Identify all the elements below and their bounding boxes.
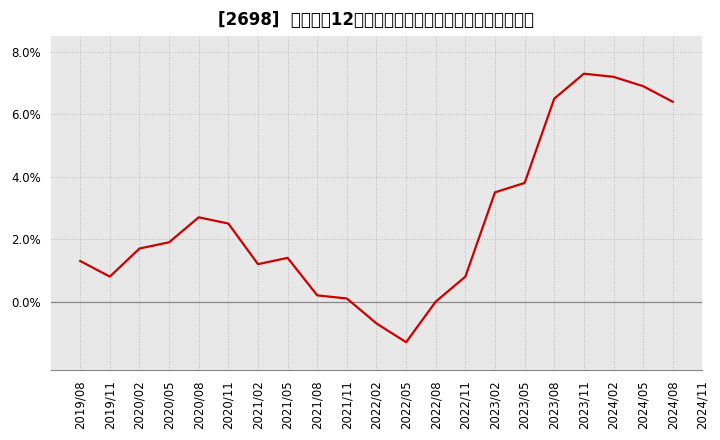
Title: [2698]  売上高の12か月移動合計の対前年同期増減率の推移: [2698] 売上高の12か月移動合計の対前年同期増減率の推移 bbox=[218, 11, 534, 29]
